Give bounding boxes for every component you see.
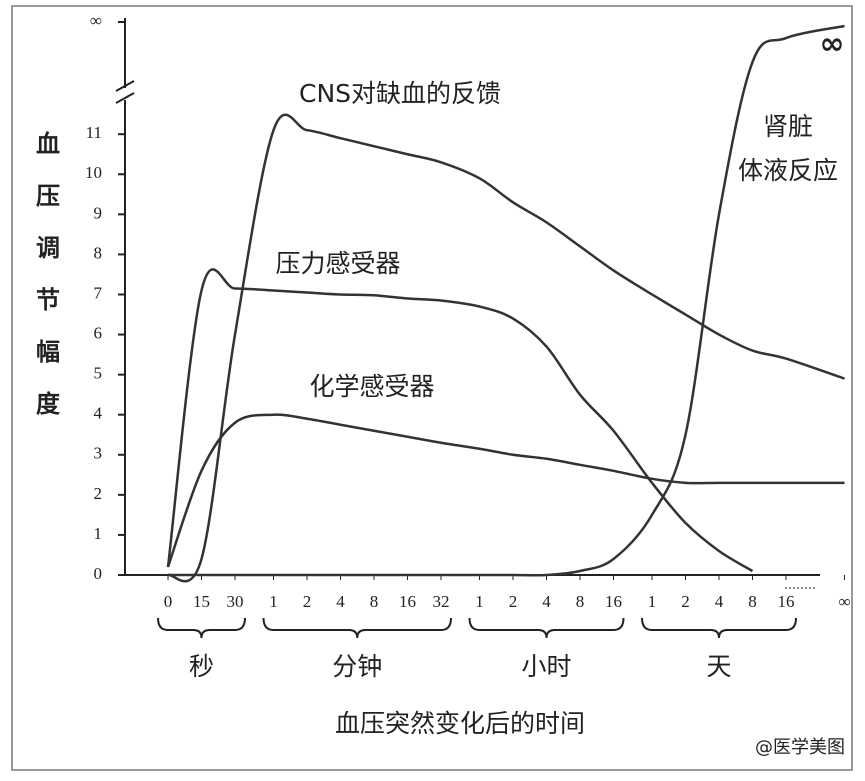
x-tick-label: 0 (164, 592, 173, 611)
x-tick-label: 4 (715, 592, 724, 611)
x-tick-label: 8 (576, 592, 585, 611)
x-tick-label: 30 (227, 592, 244, 611)
x-tick-label: 1 (648, 592, 657, 611)
y-axis-label-char: 压 (36, 182, 60, 210)
y-tick-label: 3 (94, 444, 103, 463)
y-tick-label: 5 (94, 364, 103, 383)
y-tick-label: 6 (94, 323, 103, 342)
x-tick-label: 16 (399, 592, 416, 611)
x-tick-label: 4 (542, 592, 551, 611)
y-tick-label: 2 (94, 484, 103, 503)
y-axis-label-char: 节 (36, 286, 60, 314)
x-tick-label: 16 (605, 592, 622, 611)
y-tick-label: 0 (94, 564, 103, 583)
x-tick-label: 2 (681, 592, 690, 611)
series-label: CNS对缺血的反馈 (299, 79, 501, 108)
axis-break (115, 80, 135, 104)
y-tick-label: 8 (94, 243, 103, 262)
series-label: 化学感受器 (309, 372, 434, 401)
group-label: 天 (706, 652, 731, 681)
y-tick-label: ∞ (90, 11, 102, 30)
series-label: 压力感受器 (275, 249, 400, 278)
x-tick-label: 8 (370, 592, 379, 611)
y-axis-label-char: 度 (36, 390, 61, 418)
x-tick-label: ∞ (838, 592, 850, 611)
group-label: 分钟 (332, 652, 382, 681)
x-tick-label: 2 (303, 592, 312, 611)
x-tick-label: 4 (336, 592, 345, 611)
series-label: 体液反应 (738, 156, 838, 185)
series-line (166, 413, 845, 568)
group-brace (262, 617, 452, 639)
y-axis-label-char: 血 (36, 130, 60, 158)
y-axis-label-char: 调 (36, 234, 60, 262)
frame (11, 5, 853, 771)
group-label: 秒 (189, 652, 214, 681)
series-line (168, 24, 845, 577)
x-tick-label: 15 (193, 592, 210, 611)
x-tick-label: 16 (778, 592, 795, 611)
x-tick-label: 1 (475, 592, 484, 611)
x-axis-title: 血压突然变化后的时间 (335, 709, 585, 738)
group-label: 小时 (521, 652, 571, 681)
y-tick-label: 4 (94, 404, 103, 423)
y-tick-label: 7 (94, 283, 103, 302)
y-tick-label: 11 (86, 123, 102, 142)
series-line (166, 268, 754, 573)
series-label: 肾脏 (763, 112, 813, 141)
x-tick-label: 1 (269, 592, 278, 611)
annotation: ∞ (820, 27, 845, 62)
x-tick-label: 2 (509, 592, 518, 611)
y-tick-label: 9 (94, 203, 103, 222)
y-axis-label-char: 幅 (36, 338, 60, 366)
x-tick-label: 8 (748, 592, 757, 611)
group-brace (641, 617, 797, 639)
y-tick-label: 1 (94, 524, 103, 543)
group-brace (157, 617, 246, 639)
y-tick-label: 10 (85, 163, 102, 182)
group-brace (468, 617, 625, 639)
x-tick-label: 32 (433, 592, 450, 611)
watermark: @医学美图 (755, 737, 845, 758)
